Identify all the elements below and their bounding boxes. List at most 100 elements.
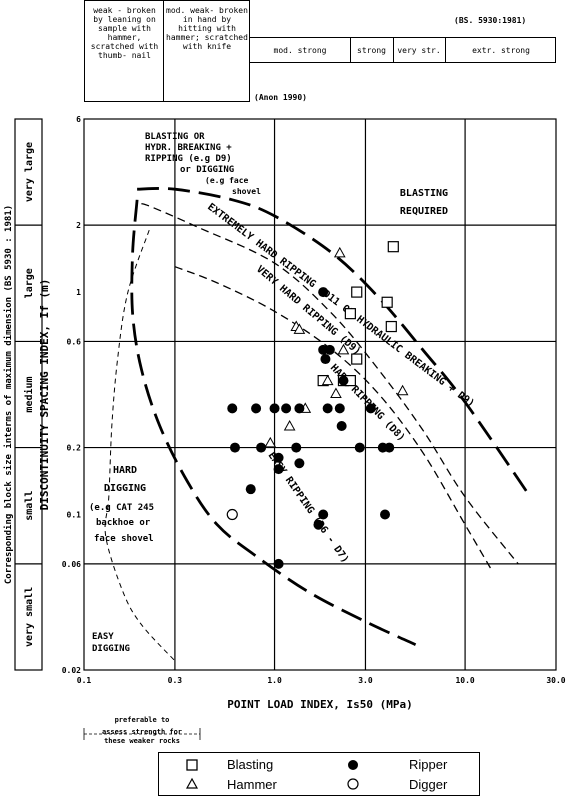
ripper-point xyxy=(384,442,395,453)
zone-hard-digging-1: HARD xyxy=(113,465,137,476)
y-tick-label: 6 xyxy=(76,115,81,124)
zone-or-digging: or DIGGING xyxy=(180,165,234,175)
block-size-class: large xyxy=(24,268,35,298)
ripper-point xyxy=(338,375,349,386)
note-line-1: preferable to xyxy=(115,716,170,724)
ripper-point xyxy=(281,403,292,414)
zone-boundary xyxy=(137,187,532,498)
zone-hard-digging-4: backhoe or xyxy=(96,518,151,528)
data-points xyxy=(226,241,409,569)
legend-hammer-symbol xyxy=(185,777,199,789)
y-tick-label: 2 xyxy=(76,221,81,230)
y-tick-label: 0.02 xyxy=(62,666,81,675)
x-tick-label: 30.0 xyxy=(546,676,565,685)
strength-col-mod-weak: mod. weak- broken in hand by hitting wit… xyxy=(163,0,250,102)
zone-boundary xyxy=(174,266,494,573)
strength-very-strong: very str. xyxy=(397,46,441,55)
hammer-point xyxy=(396,384,409,396)
ripper-point xyxy=(354,442,365,453)
strength-extr-strong: extr. strong xyxy=(472,46,530,55)
ripper-point xyxy=(294,403,305,414)
x-axis-title: POINT LOAD INDEX, Is50 (MPa) xyxy=(227,698,412,711)
strength-mod-weak-text: mod. weak- broken in hand by hitting wit… xyxy=(166,6,248,51)
zone-boundary xyxy=(104,229,176,662)
blasting-point xyxy=(385,320,397,333)
strength-mod-strong: mod. strong xyxy=(273,46,327,55)
zone-face-2: shovel xyxy=(232,187,261,196)
ripper-point xyxy=(322,403,333,414)
ripper-point xyxy=(294,458,305,469)
legend-ripper-symbol xyxy=(348,760,358,770)
y-tick-label: 0.2 xyxy=(67,444,82,453)
ripper-point xyxy=(273,464,284,475)
zone-blasting-required-2: REQUIRED xyxy=(400,206,448,217)
x-tick-label: 10.0 xyxy=(455,676,474,685)
ripper-point xyxy=(227,403,238,414)
digger-point xyxy=(226,508,238,521)
strength-col-weak: weak - broken by leaning on sample with … xyxy=(84,0,164,102)
strength-weak-text: weak - broken by leaning on sample with … xyxy=(90,6,159,60)
zone-boundary xyxy=(141,202,519,565)
hammer-point xyxy=(333,246,346,258)
block-size-title: Corresponding block size interms of maxi… xyxy=(3,205,14,584)
block-size-class: medium xyxy=(23,376,35,412)
blasting-point xyxy=(351,286,363,298)
zone-face-1: (e.g face xyxy=(205,176,249,185)
block-size-panel: very large large medium small very small Corr… xyxy=(3,118,43,671)
ripper-point xyxy=(291,442,302,453)
legend-blasting-symbol xyxy=(186,759,198,771)
ripper-point xyxy=(320,354,331,365)
strength-classes-row: mod. strong strong very str. extr. stron… xyxy=(249,37,556,63)
ripper-point xyxy=(318,287,329,298)
strength-source: (Anon 1990) xyxy=(254,93,307,102)
block-size-frame xyxy=(14,118,43,671)
ripper-point xyxy=(273,452,284,463)
zone-hard-digging-2: DIGGING xyxy=(104,483,146,494)
legend-hammer-label: Hammer xyxy=(227,777,277,792)
y-tick-label: 0.1 xyxy=(67,511,82,520)
zone-boundary xyxy=(130,199,417,646)
y-tick-label: 1 xyxy=(76,288,81,297)
zone-blasting-required-1: BLASTING xyxy=(400,188,448,199)
x-tick-label: 1.0 xyxy=(267,676,282,685)
hammer-point xyxy=(337,343,350,355)
ticks: 0.1 0.3 1.0 3.0 10.0 30.0 0.02 0.06 0.1 0.2 0.6 1 2 6 xyxy=(62,115,566,685)
ripper-point xyxy=(318,509,329,520)
note-line-3: these weaker rocks xyxy=(104,737,180,745)
ripper-point xyxy=(365,403,376,414)
x-tick-label: 0.1 xyxy=(77,676,92,685)
y-tick-label: 0.6 xyxy=(67,337,82,346)
zone-blasting-or: BLASTING OR xyxy=(145,132,205,142)
block-size-class: very large xyxy=(24,142,35,202)
zone-hard-digging-5: face shovel xyxy=(94,534,154,544)
ripper-point xyxy=(324,344,335,355)
block-size-class: small xyxy=(24,491,35,521)
hammer-point xyxy=(264,436,277,448)
blasting-point xyxy=(344,308,356,320)
plot-border xyxy=(83,118,557,671)
legend-ripper-label: Ripper xyxy=(409,757,448,772)
blasting-point xyxy=(381,296,393,308)
axis-labels: POINT LOAD INDEX, Is50 (MPa) DISCONTINUIT… xyxy=(38,279,413,711)
strength-table: weak - broken by leaning on sample with … xyxy=(84,0,556,102)
y-axis-title: DISCONTINUITY SPACING INDEX, If (m) xyxy=(38,279,51,511)
ripper-point xyxy=(245,484,256,495)
legend-symbols xyxy=(185,759,359,790)
hammer-point xyxy=(330,387,342,399)
strength-standard: (BS. 5930:1981) xyxy=(454,16,527,25)
legend: Blasting Hammer Ripper Digger xyxy=(158,752,480,796)
ripper-point xyxy=(313,519,324,530)
hammer-point xyxy=(321,374,334,386)
blasting-point xyxy=(387,241,399,253)
ripper-point xyxy=(334,403,345,414)
hammer-point xyxy=(293,323,306,334)
plot-frame xyxy=(83,118,557,671)
zone-easy-digging-2: DIGGING xyxy=(92,644,130,654)
strength-strong: strong xyxy=(357,46,386,55)
x-tick-label: 0.3 xyxy=(168,676,183,685)
x-tick-label: 3.0 xyxy=(358,676,373,685)
legend-blasting-label: Blasting xyxy=(227,757,274,772)
strength-divider xyxy=(393,38,445,62)
